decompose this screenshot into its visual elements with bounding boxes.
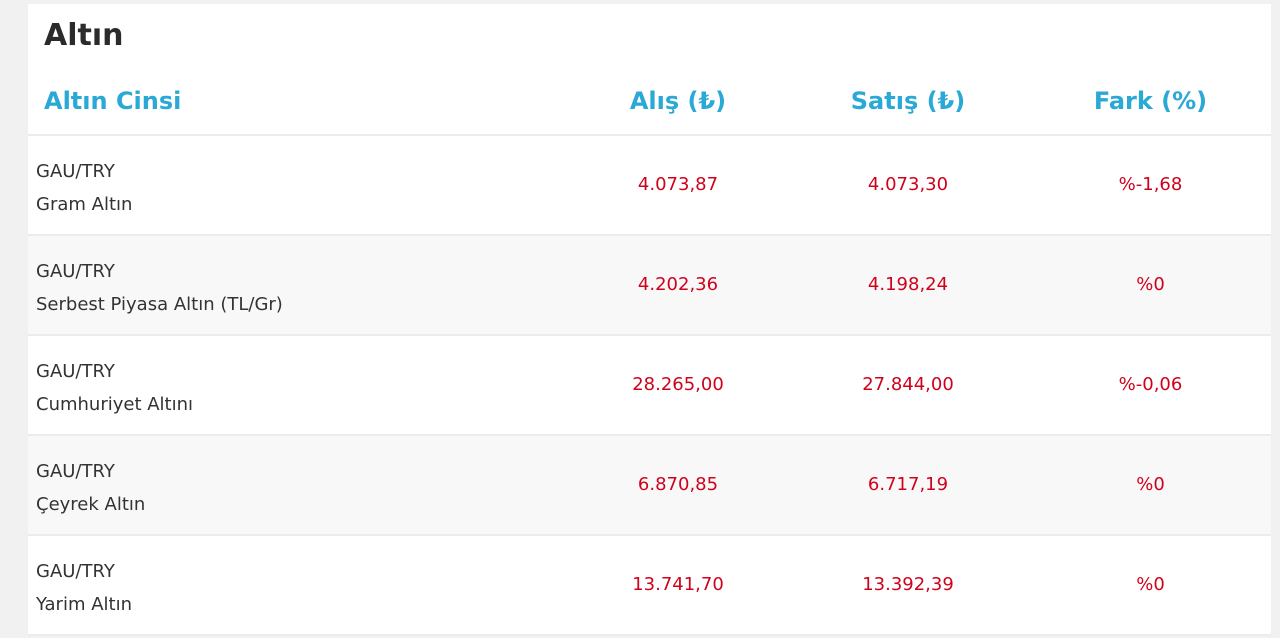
gold-type-cell: GAU/TRY Çeyrek Altın <box>36 455 145 521</box>
page-title: Altın <box>44 18 124 53</box>
gold-type-cell: GAU/TRY Yarim Altın <box>36 555 132 621</box>
buy-price: 6.870,85 <box>637 474 719 495</box>
column-header-sell: Satış (₺) <box>850 87 966 115</box>
sell-price: 13.392,39 <box>862 574 954 595</box>
table-row: GAU/TRY Çeyrek Altın 6.870,85 6.717,19 %… <box>28 436 1271 536</box>
buy-price: 28.265,00 <box>632 374 724 395</box>
column-header-diff: Fark (%) <box>1093 87 1208 115</box>
gold-name: Cumhuriyet Altını <box>36 394 194 415</box>
sell-price: 6.717,19 <box>867 474 949 495</box>
gold-name: Çeyrek Altın <box>36 494 146 515</box>
table-row: GAU/TRY Yarim Altın 13.741,70 13.392,39 … <box>28 536 1271 636</box>
column-header-type: Altın Cinsi <box>44 87 182 115</box>
gold-type-cell: GAU/TRY Gram Altın <box>36 155 132 221</box>
buy-price: 4.073,87 <box>637 174 719 195</box>
diff-percent: %0 <box>1136 474 1165 495</box>
gold-code: GAU/TRY <box>36 361 115 382</box>
gold-code: GAU/TRY <box>36 561 115 582</box>
table-body: GAU/TRY Gram Altın 4.073,87 4.073,30 %-1… <box>28 136 1271 636</box>
gold-code: GAU/TRY <box>36 261 115 282</box>
diff-percent: %-0,06 <box>1118 374 1183 395</box>
table-row: GAU/TRY Serbest Piyasa Altın (TL/Gr) 4.2… <box>28 236 1271 336</box>
gold-code: GAU/TRY <box>36 161 115 182</box>
column-header-buy: Alış (₺) <box>629 87 727 115</box>
sell-price: 4.073,30 <box>867 174 949 195</box>
gold-name: Yarim Altın <box>36 594 132 615</box>
gold-code: GAU/TRY <box>36 461 115 482</box>
table-header: Altın Cinsi Alış (₺) Satış (₺) Fark (%) <box>28 68 1271 136</box>
sell-price: 4.198,24 <box>867 274 949 295</box>
gold-type-cell: GAU/TRY Serbest Piyasa Altın (TL/Gr) <box>36 255 283 321</box>
sell-price: 27.844,00 <box>862 374 954 395</box>
table-row: GAU/TRY Gram Altın 4.073,87 4.073,30 %-1… <box>28 136 1271 236</box>
gold-prices-card: Altın Altın Cinsi Alış (₺) Satış (₺) Far… <box>28 4 1271 636</box>
diff-percent: %-1,68 <box>1118 174 1183 195</box>
gold-type-cell: GAU/TRY Cumhuriyet Altını <box>36 355 193 421</box>
buy-price: 4.202,36 <box>637 274 719 295</box>
buy-price: 13.741,70 <box>632 574 724 595</box>
table-row: GAU/TRY Cumhuriyet Altını 28.265,00 27.8… <box>28 336 1271 436</box>
diff-percent: %0 <box>1136 574 1165 595</box>
diff-percent: %0 <box>1136 274 1165 295</box>
gold-name: Gram Altın <box>36 194 133 215</box>
gold-name: Serbest Piyasa Altın (TL/Gr) <box>36 294 283 315</box>
